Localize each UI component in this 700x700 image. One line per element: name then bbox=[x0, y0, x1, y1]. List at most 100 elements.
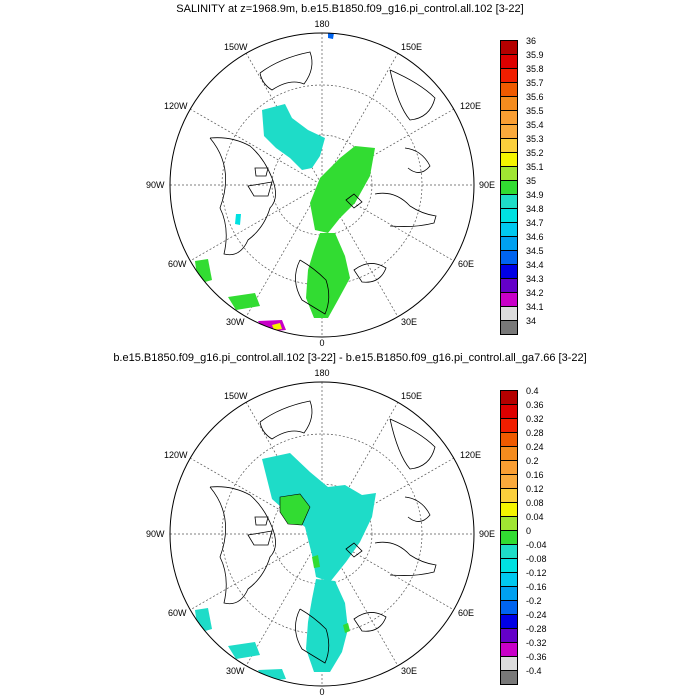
colorbar-label: 34.4 bbox=[526, 260, 544, 270]
colorbar-label: 0.24 bbox=[526, 442, 544, 452]
lon-label-30w: 30W bbox=[226, 317, 245, 327]
colorbar-swatch bbox=[500, 68, 518, 83]
colorbar-swatch bbox=[500, 194, 518, 209]
colorbar-label: 34.3 bbox=[526, 274, 544, 284]
colorbar-swatch bbox=[500, 124, 518, 139]
colorbar-swatch bbox=[500, 446, 518, 461]
colorbar-label: 35.4 bbox=[526, 120, 544, 130]
colorbar-swatch bbox=[500, 138, 518, 153]
difference-shading bbox=[195, 453, 376, 681]
lon-label-90e: 90E bbox=[479, 180, 495, 190]
colorbar-swatch bbox=[500, 488, 518, 503]
colorbar-swatch bbox=[500, 404, 518, 419]
map-title-salinity: SALINITY at z=1968.9m, b.e15.B1850.f09_g… bbox=[176, 3, 524, 15]
colorbar-salinity: 36 35.9 35.8 35.7 35.6 35.5 35.4 35.3 35.2 35.1 35… bbox=[500, 36, 548, 336]
colorbar-label: -0.24 bbox=[526, 610, 547, 620]
colorbar-label: 0.4 bbox=[526, 386, 539, 396]
lon-label-90w: 90W bbox=[146, 529, 165, 539]
colorbar-swatch bbox=[500, 166, 518, 181]
colorbar-swatch bbox=[500, 390, 518, 405]
lon-label-30w: 30W bbox=[226, 666, 245, 676]
colorbar-label: 34.5 bbox=[526, 246, 544, 256]
colorbar-swatch bbox=[500, 222, 518, 237]
colorbar-swatch bbox=[500, 460, 518, 475]
shade-atlantic-w2 bbox=[258, 320, 286, 332]
lon-label-150w: 150W bbox=[224, 42, 248, 52]
colorbar-label: 0.16 bbox=[526, 470, 544, 480]
colorbar-difference: 0.4 0.36 0.32 0.28 0.24 0.2 0.16 0.12 0.08 0.04 0 -… bbox=[500, 386, 548, 686]
colorbar-label: 0.32 bbox=[526, 414, 544, 424]
colorbar-label: 35.2 bbox=[526, 148, 544, 158]
colorbar-swatch bbox=[500, 516, 518, 531]
colorbar-swatch bbox=[500, 628, 518, 643]
shade-diff-canada-basin bbox=[262, 453, 376, 582]
lon-label-180: 180 bbox=[314, 368, 329, 378]
colorbar-label: -0.36 bbox=[526, 652, 547, 662]
colorbar-label: 35.6 bbox=[526, 92, 544, 102]
colorbar-label: -0.04 bbox=[526, 540, 547, 550]
colorbar-label: 35.3 bbox=[526, 134, 544, 144]
colorbar-swatch bbox=[500, 544, 518, 559]
shade-diff-atlantic-w1 bbox=[228, 642, 260, 659]
colorbar-label: 0.28 bbox=[526, 428, 544, 438]
colorbar-swatch bbox=[500, 250, 518, 265]
shade-canada-basin bbox=[262, 104, 325, 170]
lon-label-120e: 120E bbox=[460, 101, 481, 111]
lon-label-150e: 150E bbox=[401, 391, 422, 401]
polar-map-difference: 180 0 90W 90E 150W 120W 60W 30W 150E 120… bbox=[146, 368, 495, 697]
shade-baffin bbox=[235, 214, 241, 225]
colorbar-swatch bbox=[500, 320, 518, 335]
colorbar-label: 35.8 bbox=[526, 64, 544, 74]
lon-label-30e: 30E bbox=[401, 317, 417, 327]
colorbar-swatch bbox=[500, 614, 518, 629]
colorbar-label: 0 bbox=[526, 526, 532, 536]
colorbar-label: 34.6 bbox=[526, 232, 544, 242]
shade-diff-atlantic-w2 bbox=[258, 669, 286, 681]
colorbar-swatch bbox=[500, 278, 518, 293]
lon-label-60e: 60E bbox=[458, 608, 474, 618]
colorbar-label: -0.2 bbox=[526, 596, 542, 606]
colorbar-swatch bbox=[500, 40, 518, 55]
colorbar-label: 34.1 bbox=[526, 302, 544, 312]
colorbar-swatch bbox=[500, 264, 518, 279]
colorbar-label: 34.2 bbox=[526, 288, 544, 298]
colorbar-label: 34.7 bbox=[526, 218, 544, 228]
colorbar-swatch bbox=[500, 152, 518, 167]
lon-label-60w: 60W bbox=[168, 608, 187, 618]
lon-label-0: 0 bbox=[319, 687, 324, 697]
colorbar-label: 0.2 bbox=[526, 456, 539, 466]
map-title-difference: b.e15.B1850.f09_g16.pi_control.all.102 [… bbox=[113, 352, 587, 364]
lon-label-150e: 150E bbox=[401, 42, 422, 52]
coastlines bbox=[209, 51, 437, 315]
colorbar-swatch bbox=[500, 474, 518, 489]
colorbar-swatch bbox=[500, 656, 518, 671]
colorbar-label: 34 bbox=[526, 316, 537, 326]
shade-bering bbox=[328, 33, 334, 39]
colorbar-label: -0.16 bbox=[526, 582, 547, 592]
polar-map-salinity: 180 0 90W 90E 150W 120W 60W 30W 150E 120… bbox=[146, 19, 495, 348]
colorbar-swatch bbox=[500, 502, 518, 517]
colorbar-swatch bbox=[500, 572, 518, 587]
colorbar-swatch bbox=[500, 82, 518, 97]
shade-diff-atlantic bbox=[306, 579, 348, 672]
colorbar-label: 0.08 bbox=[526, 498, 544, 508]
colorbar-label: 0.36 bbox=[526, 400, 544, 410]
colorbar-label: 36 bbox=[526, 36, 537, 46]
colorbar-label: -0.32 bbox=[526, 638, 547, 648]
colorbar-swatch bbox=[500, 306, 518, 321]
lon-label-60w: 60W bbox=[168, 259, 187, 269]
lon-label-120e: 120E bbox=[460, 450, 481, 460]
colorbar-label: 35 bbox=[526, 176, 537, 186]
colorbar-label: 35.5 bbox=[526, 106, 544, 116]
colorbar-swatch bbox=[500, 96, 518, 111]
colorbar-swatch bbox=[500, 292, 518, 307]
map-boundary-circle bbox=[169, 381, 475, 687]
colorbar-swatch bbox=[500, 586, 518, 601]
lon-label-120w: 120W bbox=[164, 101, 188, 111]
colorbar-swatch bbox=[500, 418, 518, 433]
lon-label-150w: 150W bbox=[224, 391, 248, 401]
shade-greenland-norwegian bbox=[306, 233, 350, 318]
colorbar-label: 0.04 bbox=[526, 512, 544, 522]
colorbar-swatch bbox=[500, 530, 518, 545]
shade-diff-small-positive bbox=[312, 555, 320, 568]
